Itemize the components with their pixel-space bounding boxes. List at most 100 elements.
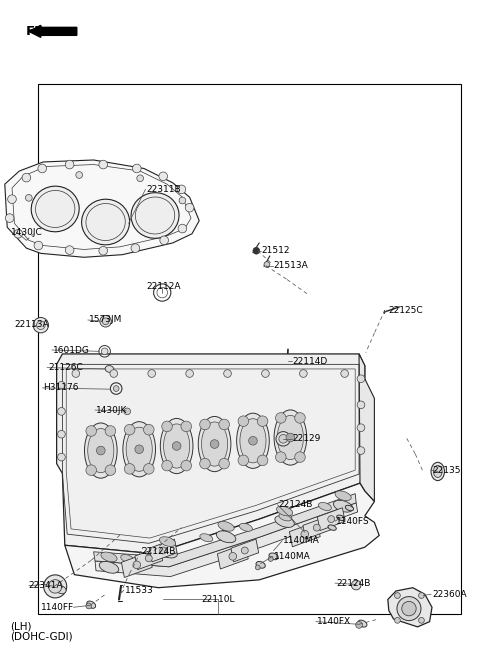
Circle shape bbox=[419, 618, 424, 623]
Circle shape bbox=[397, 597, 421, 620]
Circle shape bbox=[33, 317, 48, 333]
Circle shape bbox=[249, 436, 257, 445]
Circle shape bbox=[341, 370, 348, 377]
Circle shape bbox=[241, 547, 248, 554]
Ellipse shape bbox=[431, 462, 444, 481]
Text: 22124B: 22124B bbox=[278, 500, 313, 509]
Circle shape bbox=[238, 416, 249, 426]
Circle shape bbox=[124, 424, 135, 435]
Circle shape bbox=[105, 465, 116, 475]
Circle shape bbox=[113, 386, 119, 391]
Ellipse shape bbox=[56, 586, 66, 594]
Text: (DOHC-GDI): (DOHC-GDI) bbox=[11, 631, 73, 641]
Text: 22125C: 22125C bbox=[389, 306, 423, 315]
Circle shape bbox=[395, 593, 400, 598]
Ellipse shape bbox=[126, 427, 152, 471]
Text: 22341A: 22341A bbox=[29, 581, 63, 590]
Ellipse shape bbox=[334, 500, 353, 512]
Circle shape bbox=[124, 464, 135, 474]
Circle shape bbox=[351, 581, 361, 590]
Circle shape bbox=[144, 424, 154, 435]
Circle shape bbox=[162, 421, 172, 432]
Ellipse shape bbox=[275, 516, 294, 528]
Ellipse shape bbox=[84, 423, 117, 478]
Circle shape bbox=[48, 580, 62, 593]
Circle shape bbox=[101, 348, 108, 355]
Circle shape bbox=[253, 247, 260, 254]
Text: 1140FS: 1140FS bbox=[336, 517, 370, 526]
Circle shape bbox=[65, 160, 74, 169]
Text: 22360A: 22360A bbox=[432, 590, 467, 599]
Circle shape bbox=[133, 561, 141, 569]
Ellipse shape bbox=[279, 513, 292, 521]
Circle shape bbox=[132, 164, 141, 173]
Polygon shape bbox=[65, 483, 379, 588]
Polygon shape bbox=[135, 547, 163, 569]
Circle shape bbox=[179, 197, 186, 204]
Circle shape bbox=[86, 465, 96, 475]
Polygon shape bbox=[57, 354, 365, 554]
Ellipse shape bbox=[318, 502, 331, 511]
Circle shape bbox=[300, 370, 307, 377]
Circle shape bbox=[295, 452, 305, 462]
Ellipse shape bbox=[237, 413, 269, 468]
Circle shape bbox=[58, 453, 65, 461]
Circle shape bbox=[186, 370, 193, 377]
Text: 22110L: 22110L bbox=[202, 595, 235, 604]
Circle shape bbox=[162, 460, 172, 471]
Circle shape bbox=[8, 195, 16, 204]
Ellipse shape bbox=[160, 544, 173, 552]
Circle shape bbox=[276, 413, 286, 423]
Circle shape bbox=[137, 175, 144, 182]
Ellipse shape bbox=[256, 562, 265, 568]
Circle shape bbox=[159, 172, 168, 181]
Circle shape bbox=[419, 593, 424, 598]
Circle shape bbox=[210, 439, 219, 449]
Circle shape bbox=[22, 173, 31, 182]
Circle shape bbox=[177, 185, 186, 194]
Text: 1430JK: 1430JK bbox=[96, 406, 127, 415]
Text: 22112A: 22112A bbox=[146, 282, 180, 291]
Circle shape bbox=[58, 381, 65, 389]
Circle shape bbox=[276, 432, 290, 446]
Circle shape bbox=[356, 622, 362, 628]
Text: 1140MA: 1140MA bbox=[274, 552, 311, 561]
Ellipse shape bbox=[269, 553, 278, 560]
Text: 1601DG: 1601DG bbox=[53, 345, 90, 355]
Polygon shape bbox=[94, 494, 356, 567]
Circle shape bbox=[58, 430, 65, 438]
Circle shape bbox=[160, 547, 167, 554]
Circle shape bbox=[96, 446, 105, 455]
Circle shape bbox=[14, 229, 23, 238]
Ellipse shape bbox=[276, 506, 293, 516]
Circle shape bbox=[357, 401, 365, 409]
Polygon shape bbox=[149, 539, 177, 562]
Text: H31176: H31176 bbox=[43, 383, 79, 392]
Ellipse shape bbox=[240, 523, 252, 532]
Text: 11533: 11533 bbox=[125, 586, 154, 595]
Polygon shape bbox=[231, 539, 259, 562]
Polygon shape bbox=[359, 354, 374, 502]
Text: 22114D: 22114D bbox=[293, 357, 328, 366]
Circle shape bbox=[131, 244, 140, 253]
Ellipse shape bbox=[336, 515, 345, 520]
Circle shape bbox=[219, 419, 229, 430]
Circle shape bbox=[105, 426, 116, 436]
Text: (LH): (LH) bbox=[11, 621, 32, 631]
Ellipse shape bbox=[345, 505, 354, 511]
Circle shape bbox=[135, 445, 144, 454]
Circle shape bbox=[25, 195, 32, 201]
Circle shape bbox=[264, 262, 270, 267]
Circle shape bbox=[238, 455, 249, 466]
Circle shape bbox=[5, 214, 14, 223]
Text: 21512: 21512 bbox=[262, 246, 290, 255]
Circle shape bbox=[110, 370, 118, 377]
Circle shape bbox=[200, 458, 210, 469]
Text: 22124B: 22124B bbox=[336, 579, 371, 588]
Text: 22129: 22129 bbox=[293, 434, 321, 443]
Text: 1573JM: 1573JM bbox=[89, 315, 122, 325]
Text: 22113A: 22113A bbox=[14, 320, 49, 329]
Circle shape bbox=[229, 552, 237, 560]
Circle shape bbox=[279, 434, 288, 443]
Ellipse shape bbox=[101, 552, 117, 562]
